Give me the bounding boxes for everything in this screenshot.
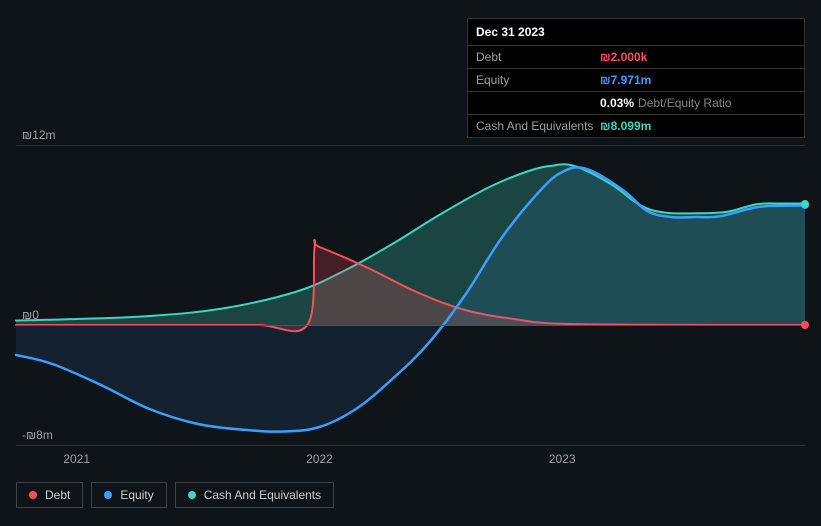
legend-item[interactable]: Cash And Equivalents (175, 482, 334, 508)
tooltip-row-value: 0.03% (600, 96, 634, 110)
y-axis-label: ₪12m (22, 128, 56, 142)
tooltip-row-label: Cash And Equivalents (476, 119, 600, 133)
tooltip-row: 0.03% Debt/Equity Ratio (468, 91, 804, 114)
legend: Debt Equity Cash And Equivalents (16, 482, 334, 508)
legend-dot-icon (29, 491, 37, 499)
tooltip-row-label: Debt (476, 50, 600, 64)
tooltip-row: Debt₪2.000k (468, 45, 804, 68)
legend-label: Cash And Equivalents (204, 488, 321, 502)
chart-svg (16, 145, 805, 445)
legend-item[interactable]: Equity (91, 482, 166, 508)
grid-line (16, 445, 805, 446)
chart-plot-area: ₪12m₪0-₪8m (16, 145, 805, 445)
series-end-marker (801, 321, 809, 329)
legend-label: Equity (120, 488, 153, 502)
legend-label: Debt (45, 488, 70, 502)
tooltip-row-extra: Debt/Equity Ratio (638, 96, 731, 110)
tooltip-row-label (476, 96, 600, 110)
x-axis-label: 2023 (549, 452, 576, 466)
tooltip-row-value: ₪7.971m (600, 73, 651, 87)
grid-line (16, 145, 805, 146)
tooltip-row: Cash And Equivalents₪8.099m (468, 114, 804, 137)
legend-dot-icon (188, 491, 196, 499)
legend-dot-icon (104, 491, 112, 499)
tooltip-row-label: Equity (476, 73, 600, 87)
series-end-marker (801, 200, 809, 208)
y-axis-label: ₪0 (22, 308, 39, 322)
chart-container: Dec 31 2023 Debt₪2.000kEquity₪7.971m0.03… (0, 0, 821, 526)
x-axis-label: 2022 (306, 452, 333, 466)
tooltip-row: Equity₪7.971m (468, 68, 804, 91)
grid-line (16, 325, 805, 326)
tooltip-row-value: ₪8.099m (600, 119, 651, 133)
tooltip-panel: Dec 31 2023 Debt₪2.000kEquity₪7.971m0.03… (467, 18, 805, 138)
tooltip-date: Dec 31 2023 (468, 19, 804, 45)
legend-item[interactable]: Debt (16, 482, 83, 508)
y-axis-label: -₪8m (22, 428, 53, 442)
x-axis-label: 2021 (63, 452, 90, 466)
x-axis: 2021 2022 2023 (16, 450, 805, 470)
tooltip-row-value: ₪2.000k (600, 50, 647, 64)
